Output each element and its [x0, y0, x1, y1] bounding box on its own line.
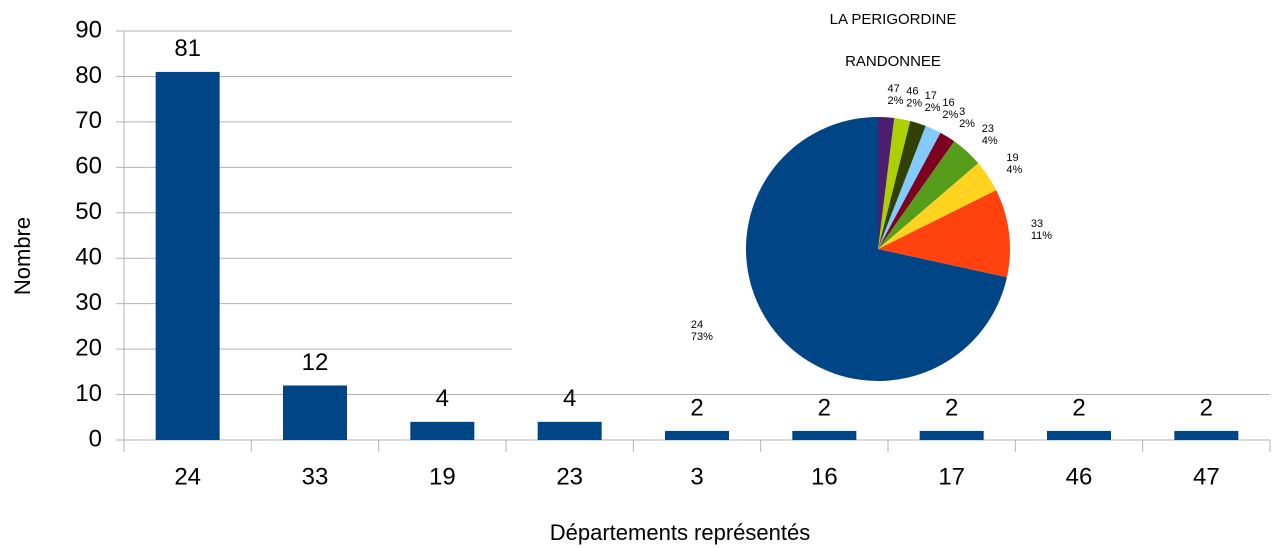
x-tick-label: 33	[302, 463, 329, 490]
pie-label-category: 33	[1031, 218, 1043, 230]
bar	[537, 421, 602, 440]
bar	[1174, 430, 1239, 440]
x-tick-label: 3	[690, 463, 703, 490]
bar	[155, 71, 220, 441]
pie-label-category: 23	[982, 123, 994, 135]
y-tick-label: 0	[89, 425, 102, 452]
pie-slice	[878, 163, 997, 249]
pie-slice	[746, 117, 1007, 381]
pie-label-category: 3	[959, 106, 965, 118]
y-axis-label: Nombre	[10, 217, 35, 295]
bar	[665, 430, 729, 440]
y-tick-label: 80	[75, 62, 102, 89]
pie-label-value: 11%	[1031, 230, 1052, 242]
pie-label-category: 46	[906, 86, 918, 98]
y-tick-label: 60	[75, 153, 102, 180]
pie-label-value: 2%	[925, 102, 941, 114]
pie-label-category: 17	[925, 90, 937, 102]
pie-slice	[878, 141, 979, 249]
y-tick-label: 10	[75, 380, 102, 407]
bar	[283, 385, 347, 440]
bar-value-label: 2	[1072, 394, 1085, 421]
pie-label-value: 4%	[1006, 164, 1022, 176]
x-tick-label: 17	[938, 463, 965, 490]
x-tick-label: 23	[556, 463, 583, 490]
bar-value-label: 2	[945, 394, 958, 421]
x-tick-label: 16	[811, 463, 838, 490]
bar-value-label: 12	[302, 349, 329, 376]
pie-slice	[878, 132, 955, 249]
pie-label-category: 24	[691, 319, 703, 331]
x-tick-label: 46	[1066, 463, 1093, 490]
pie-label-value: 2%	[959, 118, 975, 130]
pie-slice	[878, 190, 1010, 278]
pie-label-category: 16	[942, 97, 954, 109]
x-tick-label: 24	[174, 463, 201, 490]
bar-value-label: 2	[690, 394, 703, 421]
pie-label-category: 19	[1006, 152, 1018, 164]
bar-value-label: 81	[174, 35, 201, 62]
pie-slice	[878, 120, 926, 249]
bar-value-label: 4	[563, 385, 576, 412]
bar	[792, 430, 857, 440]
bar	[919, 430, 984, 440]
x-axis-label: Départements représentés	[550, 520, 810, 545]
x-tick-label: 19	[429, 463, 456, 490]
pie-slice	[878, 118, 911, 250]
pie-label-value: 4%	[982, 135, 998, 147]
y-tick-label: 50	[75, 198, 102, 225]
pie-slice	[878, 125, 941, 249]
bar-value-label: 2	[818, 394, 831, 421]
pie-label-value: 2%	[906, 98, 922, 110]
pie-subtitle: RANDONNEE	[845, 53, 941, 70]
y-tick-label: 70	[75, 107, 102, 134]
pie-title: LA PERIGORDINE	[830, 11, 957, 28]
bar-value-label: 4	[436, 385, 449, 412]
y-tick-label: 40	[75, 244, 102, 271]
pie-label-value: 2%	[942, 109, 958, 121]
y-tick-label: 30	[75, 289, 102, 316]
pie-label-value: 73%	[691, 331, 713, 343]
y-tick-label: 90	[75, 16, 102, 43]
bar-value-label: 2	[1200, 394, 1213, 421]
pie-slice	[878, 117, 895, 249]
x-tick-label: 47	[1193, 463, 1220, 490]
bar	[410, 421, 475, 440]
bar	[1047, 430, 1111, 440]
pie-label-category: 47	[887, 83, 899, 95]
y-tick-label: 20	[75, 334, 102, 361]
pie-label-value: 2%	[887, 95, 903, 107]
